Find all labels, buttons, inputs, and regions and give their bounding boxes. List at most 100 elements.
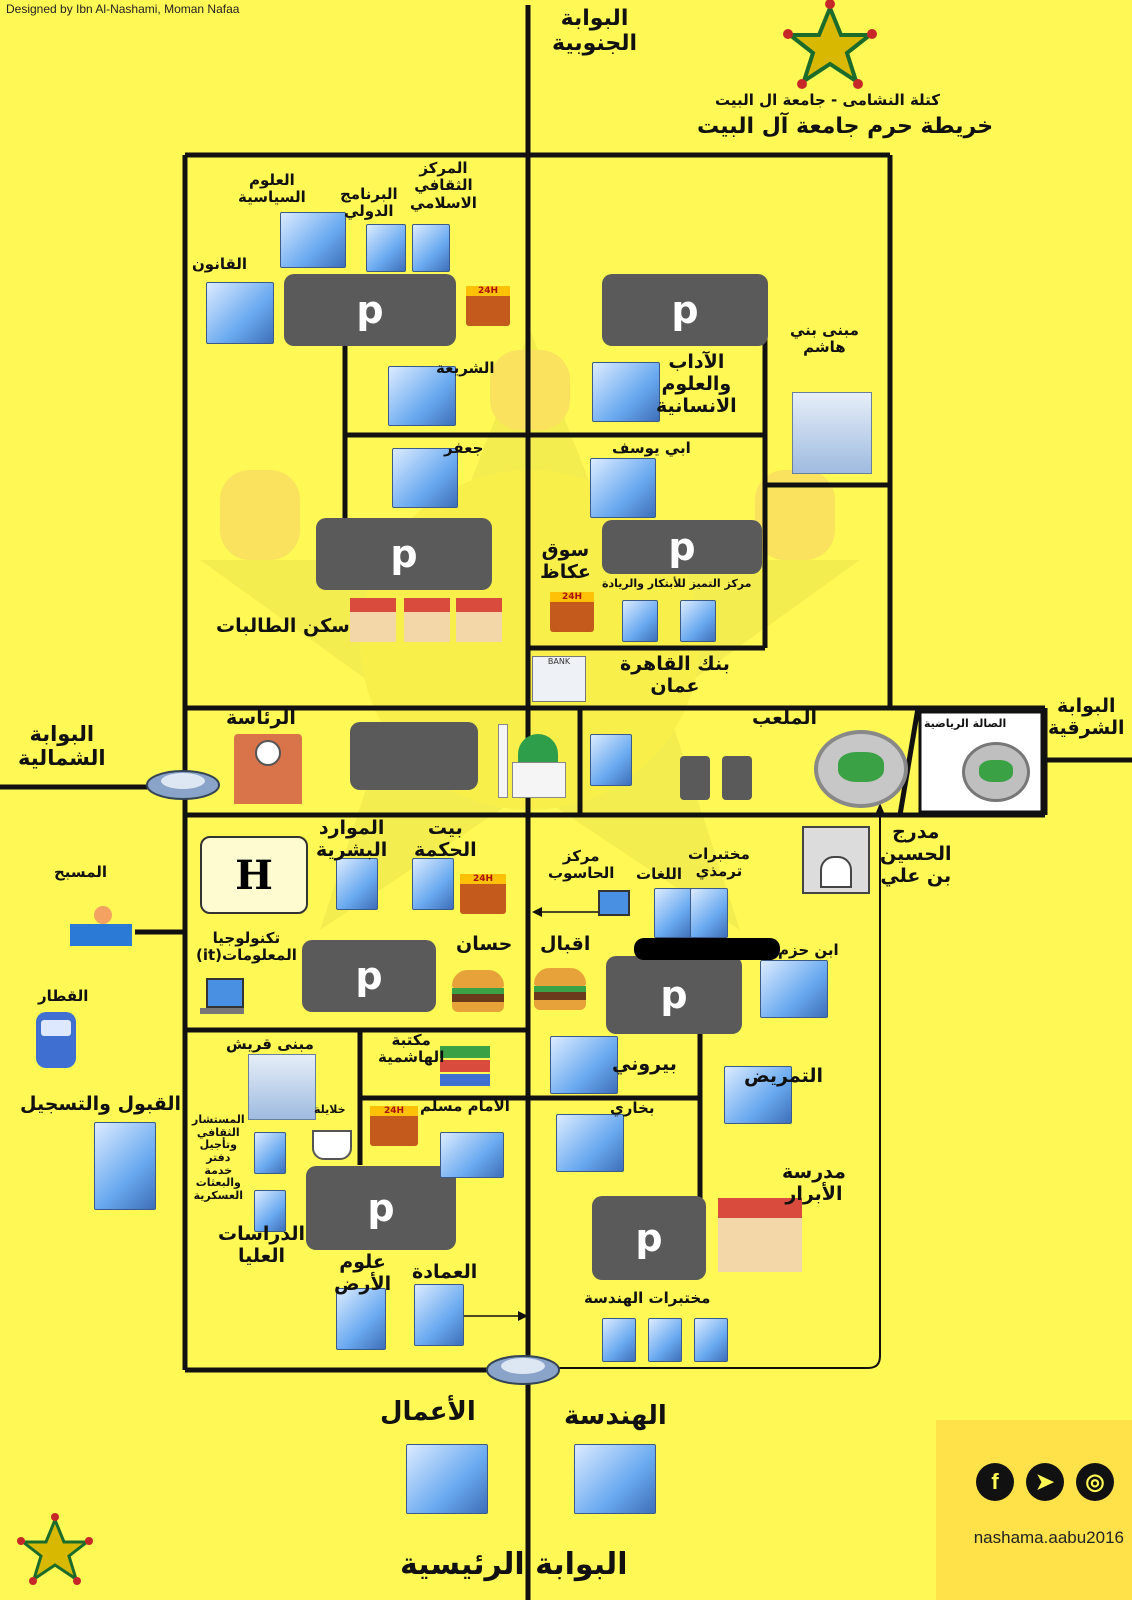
- map-label-bani-hashem: مبنى بني هاشم: [790, 321, 859, 357]
- swimmer-icon: [70, 902, 132, 946]
- map-label-grad-studies: الدراسات العليا: [218, 1223, 305, 1267]
- header-title: خريطة حرم جامعة آل البيت: [697, 114, 994, 139]
- map-label-quraysh: مبنى قريش: [226, 1035, 314, 1053]
- building-icon: [392, 448, 458, 508]
- sports-hall-icon: [962, 742, 1030, 802]
- social-handle[interactable]: nashama.aabu2016: [973, 1528, 1124, 1547]
- laptop-icon: [200, 978, 244, 1022]
- building-icon: [590, 458, 656, 518]
- building-icon: [690, 888, 728, 938]
- building-icon: [94, 1122, 156, 1210]
- map-label-imam-muslim: الامام مسلم: [420, 1097, 510, 1115]
- train-icon: [36, 1012, 76, 1068]
- building-icon: [412, 858, 454, 910]
- parking-space: [680, 756, 710, 800]
- building-icon: [760, 960, 828, 1018]
- building-icon: [592, 362, 660, 422]
- building-icon: [648, 1318, 682, 1362]
- building-icon: [574, 1444, 656, 1514]
- map-label-iqbal: اقبال: [540, 933, 591, 955]
- parking-lot: p: [316, 518, 492, 590]
- logo-emblem-small: [17, 1513, 93, 1585]
- map-label-law: القانون: [192, 255, 248, 273]
- map-label-excellence-center: مركز التميز للأبتكار والريادة: [602, 577, 752, 590]
- clock-tower-icon: [234, 734, 302, 804]
- map-label-computer-center: مركز الحاسوب: [548, 847, 615, 883]
- parking-lot-unlabeled: [350, 722, 478, 790]
- social-panel: [936, 1420, 1132, 1600]
- map-label-tirmidhi-labs: مختبرات ترمذي: [688, 845, 750, 881]
- map-label-jafar: جعفر: [444, 439, 484, 457]
- 24h-shop-icon: 24H: [466, 286, 510, 326]
- parking-space: [722, 756, 752, 800]
- map-label-sharia: الشريعة: [436, 359, 495, 377]
- office-building-icon: [248, 1054, 316, 1120]
- building-icon: [412, 224, 450, 272]
- telegram-icon[interactable]: ➤: [1026, 1463, 1064, 1501]
- east-gate-label: البوابة الشرقية: [1048, 695, 1125, 739]
- map-label-hashemite-library: مكتبة الهاشمية: [378, 1031, 445, 1067]
- map-label-nursing: التمريض: [744, 1065, 824, 1087]
- instagram-icon[interactable]: ◎: [1076, 1463, 1114, 1501]
- map-label-deanship: العمادة: [412, 1261, 478, 1283]
- map-label-political-science: العلوم السياسية: [238, 171, 306, 207]
- building-icon: [254, 1190, 286, 1232]
- helipad-sign: H: [200, 836, 308, 914]
- roundabout-north: [146, 770, 220, 800]
- map-label-train: القطار: [38, 987, 89, 1005]
- map-label-stadium: الملعب: [752, 707, 817, 729]
- building-icon: [414, 1284, 464, 1346]
- building-icon: [654, 888, 692, 938]
- school-icon: [718, 1198, 802, 1272]
- parking-lot: p: [606, 956, 742, 1034]
- logo-emblem: [783, 0, 877, 89]
- building-icon: [622, 600, 658, 642]
- mosque-icon: [496, 724, 566, 798]
- burger-icon: [452, 970, 504, 1014]
- map-label-bait-hikma: بيت الحكمة: [414, 817, 477, 861]
- house-icon: [404, 598, 450, 642]
- building-icon: [550, 1036, 618, 1094]
- building-icon: [694, 1318, 728, 1362]
- map-label-biruni: بيروني: [612, 1053, 677, 1075]
- roundabout-main: [486, 1355, 560, 1385]
- parking-lot: p: [602, 520, 762, 574]
- map-label-cultural-counselor: المستشار الثقافي وتأجيل دفتر خدمة والبعث…: [192, 1113, 245, 1202]
- map-label-hassan: حسان: [456, 933, 513, 955]
- building-icon: [366, 224, 406, 272]
- parking-lot: p: [284, 274, 456, 346]
- parking-lot: p: [602, 274, 768, 346]
- map-label-eng-labs: مختبرات الهندسة: [584, 1289, 711, 1307]
- office-building-icon: [792, 392, 872, 474]
- map-label-admission: القبول والتسجيل: [20, 1093, 182, 1115]
- building-icon: [206, 282, 274, 344]
- main-gate-label: البوابة الرئيسية: [400, 1547, 628, 1582]
- facebook-icon[interactable]: f: [976, 1463, 1014, 1501]
- header-subtitle: كتلة النشامى - جامعة ال البيت: [715, 91, 941, 109]
- map-label-intl-program: البرنامج الدولي: [340, 185, 398, 221]
- map-label-khalayleh: خلايلة: [314, 1103, 346, 1116]
- building-icon: [680, 600, 716, 642]
- map-label-bukhari: بخاري: [610, 1099, 655, 1117]
- building-icon: [556, 1114, 624, 1172]
- map-label-languages: اللغات: [636, 865, 683, 883]
- 24h-shop-icon: 24H: [550, 592, 594, 632]
- building-icon: [440, 1132, 504, 1178]
- bank-icon: BANK: [532, 656, 586, 702]
- map-label-souq-okaz: سوق عكاظ: [540, 539, 591, 583]
- house-icon: [350, 598, 396, 642]
- map-label-earth-sciences: علوم الأرض: [334, 1251, 392, 1295]
- building-icon: [590, 734, 632, 786]
- building-icon: [602, 1318, 636, 1362]
- map-label-pool: المسبح: [54, 863, 108, 881]
- building-icon: [724, 1066, 792, 1124]
- house-icon: [456, 598, 502, 642]
- south-gate-label: البوابة الجنوبية: [552, 6, 638, 57]
- burger-icon: [534, 968, 586, 1012]
- map-label-it: تكنولوجيا المعلومات(it): [196, 929, 297, 965]
- building-icon: [388, 366, 456, 426]
- building-icon: [336, 858, 378, 910]
- map-label-hussein-amph: مدرج الحسين بن علي: [880, 821, 952, 887]
